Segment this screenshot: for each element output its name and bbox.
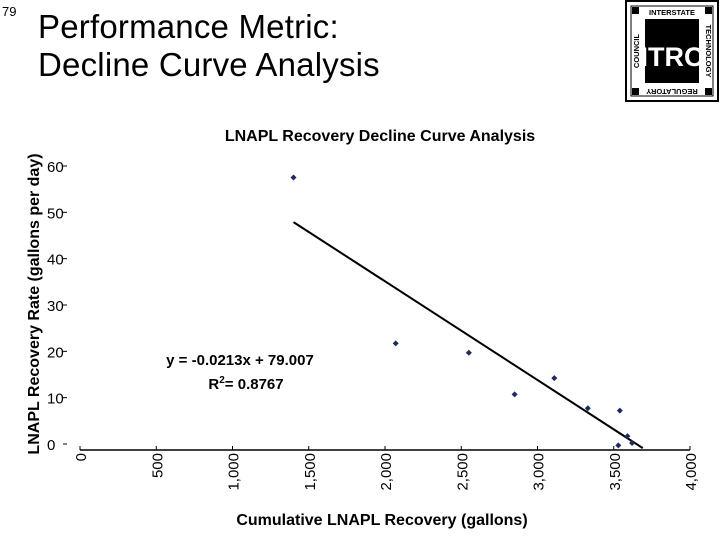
- trendline-r2: R2= 0.8767: [208, 375, 283, 393]
- data-point: [584, 405, 591, 412]
- itrc-logo: ITRC INTERSTATE REGULATORY COUNCIL TECHN…: [625, 0, 719, 102]
- data-point: [629, 440, 636, 447]
- x-tick-label: 3,500: [607, 453, 624, 491]
- logo-top-text: INTERSTATE: [649, 8, 695, 17]
- logo-bottom-text: REGULATORY: [646, 87, 698, 96]
- x-tick-label: 0: [73, 453, 90, 461]
- page-title: Performance Metric: Decline Curve Analys…: [38, 8, 380, 84]
- y-axis-label: LNAPL Recovery Rate (gallons per day): [26, 153, 43, 454]
- y-tick-label: 10: [47, 391, 64, 408]
- y-tick-label: 30: [47, 298, 64, 315]
- data-point: [551, 375, 558, 382]
- data-points: [290, 174, 636, 449]
- y-tick-label: 40: [47, 252, 64, 269]
- y-tick-label: 50: [47, 205, 64, 222]
- logo-main-text: ITRC: [641, 42, 704, 72]
- logo-right-text: TECHNOLOGY: [704, 25, 713, 78]
- slide-number: 79: [2, 4, 17, 19]
- data-point: [624, 433, 631, 440]
- logo-corner-mark: [705, 7, 712, 14]
- trendline: [292, 221, 644, 449]
- logo-left-text: COUNCIL: [632, 34, 641, 69]
- y-tick-label: 0: [47, 437, 55, 454]
- x-tick-label: 500: [149, 453, 166, 478]
- x-tick-label: 2,000: [378, 453, 395, 491]
- data-point: [392, 340, 399, 347]
- trendline-group: [292, 221, 644, 449]
- x-tick-label: 3,000: [531, 453, 548, 491]
- y-tick-label: 60: [47, 159, 64, 176]
- x-tick-label: 4,000: [683, 453, 700, 491]
- data-point: [511, 391, 518, 398]
- r2-label: R: [208, 376, 219, 393]
- data-point: [615, 442, 622, 449]
- data-point: [465, 349, 472, 356]
- x-tick-label: 1,500: [302, 453, 319, 491]
- logo-corner-mark: [632, 7, 639, 14]
- title-line-2: Decline Curve Analysis: [38, 46, 380, 83]
- x-tick-label: 2,500: [454, 453, 471, 491]
- trendline-equation: y = -0.0213x + 79.007: [166, 352, 314, 369]
- logo-corner-mark: [632, 88, 639, 95]
- data-point: [290, 174, 297, 181]
- x-tick-label: 1,000: [226, 453, 243, 491]
- r2-value: = 0.8767: [225, 376, 284, 393]
- data-point: [616, 407, 623, 414]
- y-tick-label: 20: [47, 344, 64, 361]
- chart-ticks: 0 500 1,000 1,500 2,000 2,500 3,000 3,500 4,000 0…: [47, 159, 700, 491]
- chart-title: LNAPL Recovery Decline Curve Analysis: [225, 128, 535, 145]
- title-line-1: Performance Metric:: [38, 8, 339, 45]
- x-axis-label: Cumulative LNAPL Recovery (gallons): [236, 512, 527, 529]
- logo-corner-mark: [705, 88, 712, 95]
- r2-superscript: 2: [219, 375, 225, 386]
